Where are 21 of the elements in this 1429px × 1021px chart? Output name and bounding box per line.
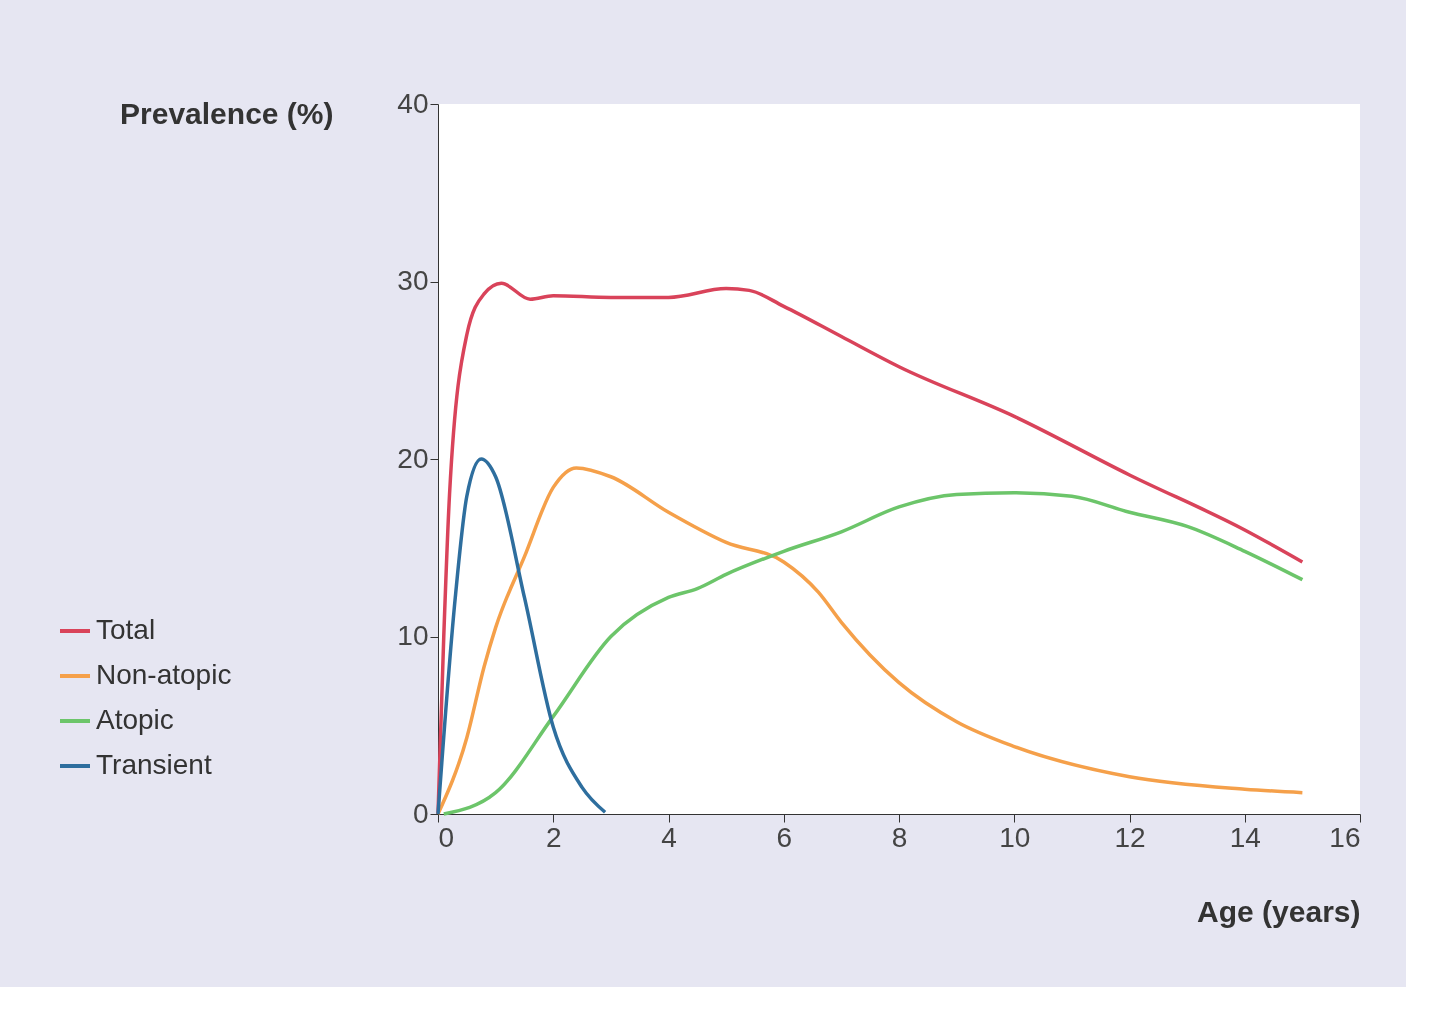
x-tick-label: 10 bbox=[999, 821, 1031, 853]
x-tick-label: 16 bbox=[1329, 821, 1361, 853]
y-tick-label: 40 bbox=[397, 87, 429, 119]
legend-label: Total bbox=[96, 614, 156, 645]
legend-label: Atopic bbox=[96, 704, 174, 735]
x-axis-title: Age (years) bbox=[1197, 894, 1361, 928]
x-tick-label: 0 bbox=[438, 821, 455, 853]
y-tick-label: 30 bbox=[397, 265, 429, 296]
legend-label: Non-atopic bbox=[96, 659, 232, 690]
y-tick-label: 10 bbox=[397, 620, 429, 651]
x-tick-label: 8 bbox=[891, 821, 908, 853]
line-series bbox=[436, 457, 607, 816]
y-tick-label: 0 bbox=[412, 797, 429, 829]
x-tick-label: 12 bbox=[1114, 821, 1146, 853]
x-tick-label: 6 bbox=[776, 821, 793, 853]
x-tick-label: 4 bbox=[661, 821, 677, 853]
legend-label: Transient bbox=[96, 749, 212, 780]
y-axis-title: Prevalence (%) bbox=[120, 96, 334, 130]
y-tick-label: 20 bbox=[397, 442, 429, 474]
x-tick-label: 2 bbox=[545, 821, 562, 853]
x-tick-label: 14 bbox=[1229, 821, 1261, 853]
